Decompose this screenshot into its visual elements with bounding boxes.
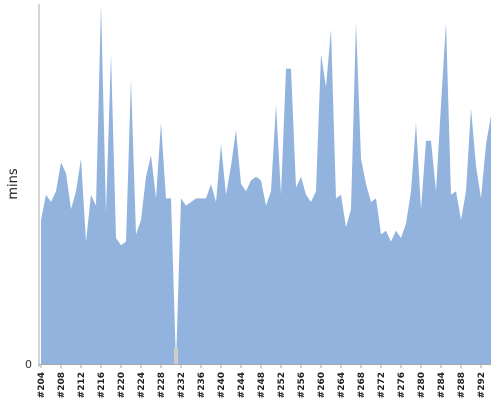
- x-tick-label: #208: [57, 372, 67, 398]
- x-tick-label: #232: [177, 372, 187, 398]
- x-axis-tick-labels: #204 #208 #212 #216 #220 #224 #228 #232 #236 #240…: [37, 372, 487, 398]
- x-tick-label: #220: [117, 372, 127, 398]
- x-tick-label: #284: [437, 372, 447, 398]
- x-tick-label: #264: [337, 372, 347, 398]
- x-tick-label: #288: [457, 372, 467, 398]
- x-tick-label: #204: [37, 372, 47, 398]
- x-tick-label: #216: [97, 372, 107, 398]
- x-tick-label: #212: [77, 372, 87, 398]
- x-tick-label: #272: [377, 372, 387, 398]
- x-tick-label: #276: [397, 372, 407, 398]
- x-tick-label: #244: [237, 372, 247, 398]
- x-tick-label: #224: [137, 372, 147, 398]
- x-axis-ticks: [40, 364, 482, 368]
- y-axis-label: mins: [6, 168, 21, 200]
- x-tick-label: #248: [257, 372, 267, 398]
- zero-value-marker: [174, 348, 178, 364]
- x-tick-label: #292: [477, 372, 487, 398]
- x-tick-label: #268: [357, 372, 367, 398]
- series-area: [41, 4, 491, 364]
- x-tick-label: #240: [217, 372, 227, 398]
- x-tick-label: #256: [297, 372, 307, 398]
- x-tick-label: #236: [197, 372, 207, 398]
- x-tick-label: #280: [417, 372, 427, 398]
- x-tick-label: #228: [157, 372, 167, 398]
- x-tick-label: #252: [277, 372, 287, 398]
- y-tick-label-zero: 0: [25, 358, 32, 371]
- x-tick-label: #260: [317, 372, 327, 398]
